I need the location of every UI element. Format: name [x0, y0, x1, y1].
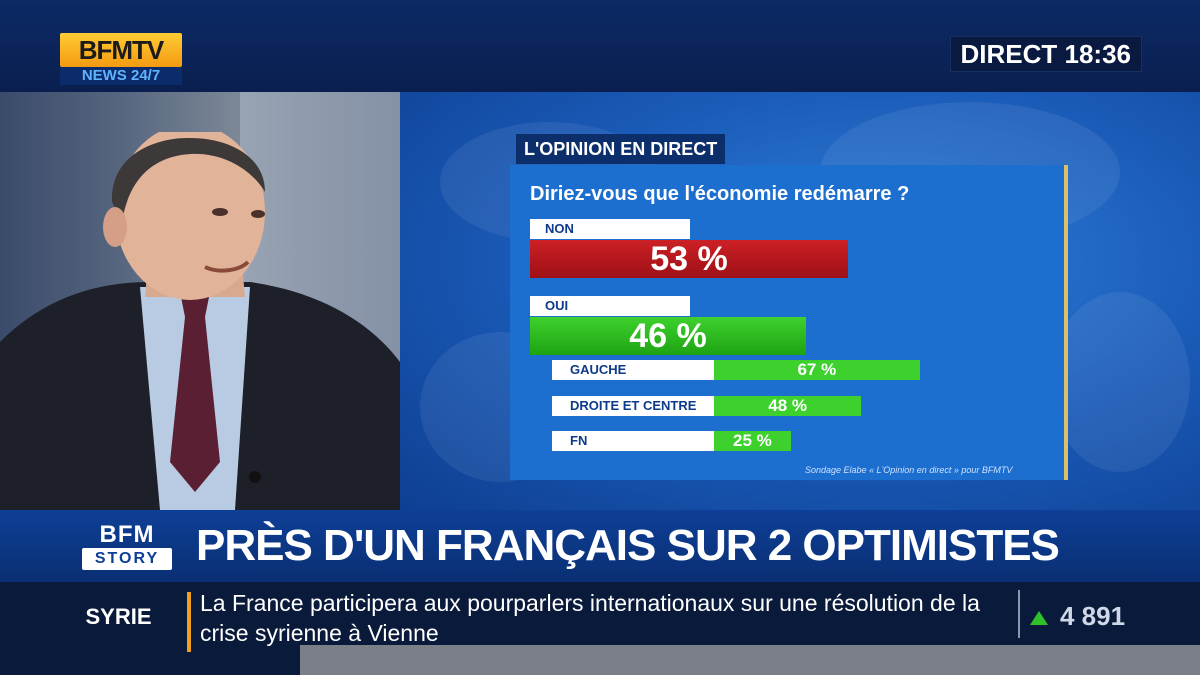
program-logo-main: BFM	[99, 521, 155, 548]
ticker-divider	[1018, 590, 1020, 638]
answer-label-non: NON	[530, 219, 690, 239]
program-logo-sub: STORY	[82, 548, 172, 570]
headline-text: PRÈS D'UN FRANÇAIS SUR 2 OPTIMISTES	[196, 521, 1060, 570]
presenter-image	[0, 132, 400, 510]
logo-sub: NEWS 24/7	[60, 67, 182, 85]
poll-source: Sondage Elabe « L'Opinion en direct » po…	[805, 465, 1013, 475]
breakdown-bar-fn: 25 %	[714, 431, 791, 451]
map-shape	[1050, 292, 1190, 472]
ticker-separator	[187, 592, 191, 652]
market-index-value: 4 891	[1060, 601, 1126, 631]
answer-bar-non: 53 %	[530, 240, 848, 278]
logo-main: BFMTV	[60, 33, 182, 67]
answer-label-oui: OUI	[530, 296, 690, 316]
ticker-text: La France participera aux pourparlers in…	[200, 590, 980, 646]
breakdown-label-gauche: GAUCHE	[552, 360, 714, 380]
breakdown-bar-droite: 48 %	[714, 396, 862, 416]
poll-card-edge	[1064, 165, 1068, 480]
poll-question: Diriez-vous que l'économie redémarre ?	[530, 183, 910, 205]
channel-logo: BFMTV NEWS 24/7	[60, 33, 182, 85]
breakdown-bar-gauche: 67 %	[714, 360, 920, 380]
bottom-strip	[300, 645, 1200, 675]
poll-title-tab: L'OPINION EN DIRECT	[516, 134, 726, 164]
live-status: DIRECT 18:36	[949, 36, 1142, 72]
program-logo: BFM STORY	[78, 516, 178, 576]
breakdown-label-fn: FN	[552, 431, 714, 451]
headline-banner	[0, 510, 1200, 582]
market-index: 4 891	[1030, 598, 1125, 634]
studio-scene	[0, 92, 400, 510]
breakdown-label-droite: DROITE ET CENTRE	[552, 396, 714, 416]
answer-bar-oui: 46 %	[530, 317, 806, 355]
up-arrow-icon	[1030, 611, 1048, 626]
ticker-tag: SYRIE	[85, 604, 152, 629]
